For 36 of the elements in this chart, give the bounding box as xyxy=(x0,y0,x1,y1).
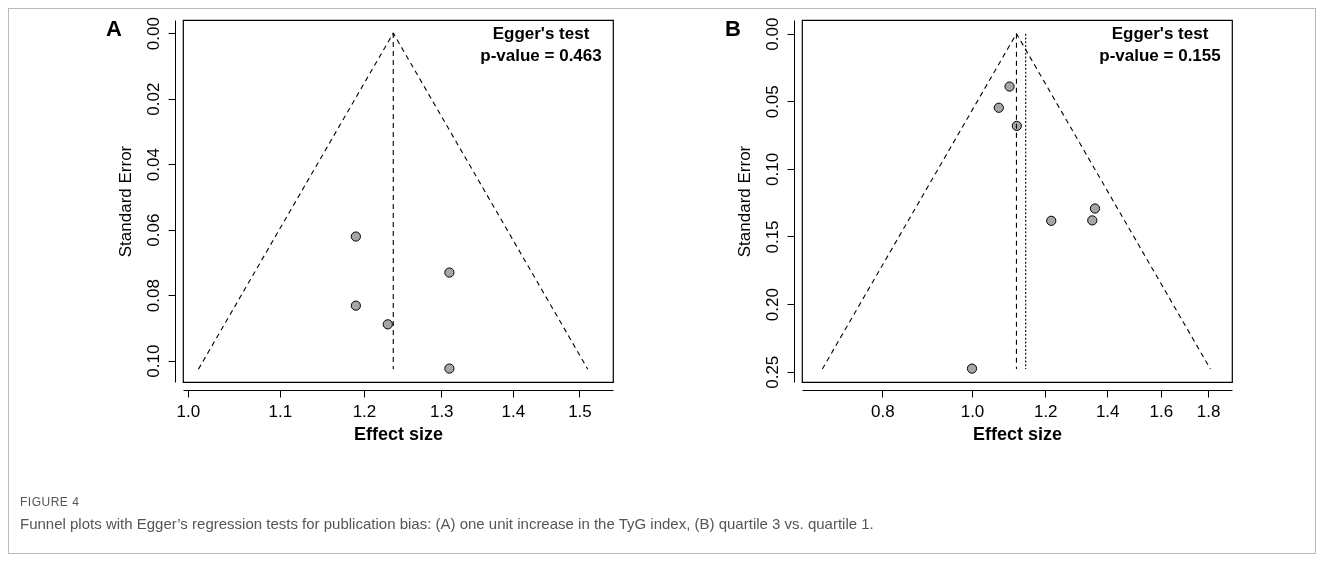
annotation: p-value = 0.155 xyxy=(1099,46,1221,65)
text: Funnel plots with Egger’s regression tests for publication bias: (A) one unit increase in the TyG index, (B) quartile 3 vs. quartile 1. xyxy=(20,515,875,532)
y-tick-label: 0.02 xyxy=(143,82,163,116)
y-tick-label: 0.05 xyxy=(762,85,782,119)
x-tick-label: 0.8 xyxy=(871,401,895,421)
y-tick-label: 0.10 xyxy=(143,344,163,378)
y-axis-title: Standard Error xyxy=(115,145,135,258)
y-tick-label: 0.15 xyxy=(762,220,782,254)
chart-title: A xyxy=(106,15,122,41)
y-tick-label: 0.06 xyxy=(143,213,163,247)
x-tick-label: 1.4 xyxy=(1095,401,1120,421)
x-tick-label: 1.1 xyxy=(268,401,293,421)
chart-title: B xyxy=(725,16,741,42)
x-tick-label: 1.0 xyxy=(960,401,985,421)
y-tick-label: 0.00 xyxy=(762,17,782,51)
x-axis-title: Effect size xyxy=(972,423,1063,444)
x-tick-label: 1.2 xyxy=(352,401,377,421)
annotation: Egger's test xyxy=(492,24,590,43)
x-tick-label: 1.0 xyxy=(176,401,201,421)
y-tick-label: 0.10 xyxy=(762,152,782,186)
x-tick-label: 1.8 xyxy=(1196,401,1221,421)
x-tick-label: 1.6 xyxy=(1149,401,1174,421)
x-tick-label: 1.2 xyxy=(1033,401,1058,421)
y-tick-label: 0.25 xyxy=(762,355,782,389)
x-tick-label: 1.4 xyxy=(501,401,526,421)
y-tick-label: 0.20 xyxy=(762,288,782,322)
annotation: Egger's test xyxy=(1111,24,1209,43)
y-tick-label: 0.04 xyxy=(143,148,163,182)
y-axis-title: Standard Error xyxy=(734,145,754,258)
caption: FIGURE 4 xyxy=(20,495,81,509)
x-tick-label: 1.3 xyxy=(429,401,454,421)
x-tick-label: 1.5 xyxy=(568,401,592,421)
annotation: p-value = 0.463 xyxy=(480,46,602,65)
x-axis-title: Effect size xyxy=(353,423,444,444)
y-tick-label: 0.00 xyxy=(143,17,163,51)
y-tick-label: 0.08 xyxy=(143,279,163,313)
